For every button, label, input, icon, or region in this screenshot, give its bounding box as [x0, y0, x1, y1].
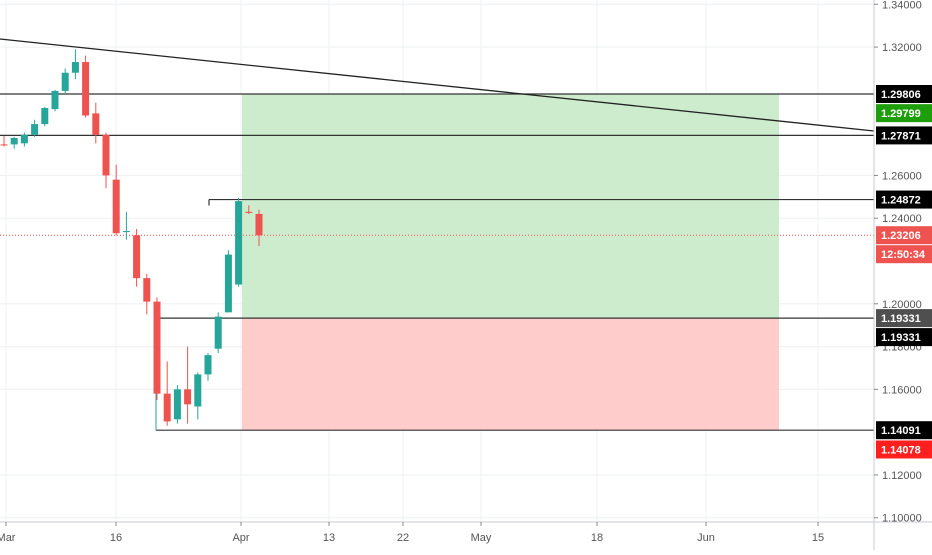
price-tag-label: 1.14091	[881, 425, 921, 437]
candle-body	[184, 389, 192, 405]
candle-body	[10, 137, 18, 145]
candle-body	[102, 134, 110, 176]
price-tag-label: 12:50:34	[881, 249, 926, 261]
candle-body	[255, 213, 263, 236]
price-tag-label: 1.19331	[881, 313, 921, 325]
price-tag-background	[876, 440, 932, 459]
price-tag-background	[876, 226, 932, 245]
price-tag-background	[876, 309, 932, 328]
candle-body	[112, 179, 120, 234]
candle-body	[235, 201, 243, 285]
price-tag-background	[876, 421, 932, 440]
candle-body	[163, 393, 171, 422]
candle-body	[51, 90, 59, 110]
price-tag-label: 1.23206	[881, 230, 921, 242]
price-tag: 1.14091	[876, 421, 932, 440]
candle-body	[133, 235, 141, 279]
price-tag-label: 1.19331	[881, 332, 921, 344]
price-tag: 1.29806	[876, 85, 932, 104]
x-tick-label: 18	[591, 532, 603, 544]
x-tick-label: Mar	[0, 532, 16, 544]
price-tag-background	[876, 126, 932, 145]
price-tag-background	[876, 328, 932, 347]
profit-zone	[242, 94, 779, 319]
candle-body	[143, 278, 151, 302]
candle-body	[173, 389, 181, 420]
y-tick-label: 1.10000	[882, 513, 922, 525]
price-tag-label: 1.27871	[881, 130, 921, 142]
candle-body	[153, 301, 161, 394]
candle-body	[41, 108, 49, 125]
candle-body	[0, 144, 8, 146]
loss-zone	[242, 318, 779, 431]
price-tag: 1.24872	[876, 190, 932, 209]
x-tick-label: May	[471, 532, 492, 544]
y-tick-label: 1.32000	[882, 42, 922, 54]
price-tag-label: 1.14078	[881, 444, 921, 456]
x-tick-label: 15	[812, 532, 824, 544]
price-tag-background	[876, 245, 932, 264]
price-tag: 1.27871	[876, 126, 932, 145]
y-tick-label: 1.26000	[882, 170, 922, 182]
y-tick-label: 1.24000	[882, 213, 922, 225]
price-tag-background	[876, 104, 932, 123]
candle-body	[61, 72, 69, 91]
price-tag: 1.19331	[876, 309, 932, 328]
y-tick-label: 1.20000	[882, 299, 922, 311]
x-tick-label: 22	[397, 532, 409, 544]
trendline	[0, 38, 875, 132]
candle-body	[224, 254, 232, 313]
price-tag-label: 1.29799	[881, 108, 921, 120]
y-tick-label: 1.12000	[882, 470, 922, 482]
price-tag-background	[876, 190, 932, 209]
candle-body	[122, 231, 130, 233]
candle-body	[245, 211, 253, 213]
price-tag: 12:50:34	[876, 245, 932, 264]
x-tick-label: 16	[110, 532, 122, 544]
x-tick-label: 13	[323, 532, 335, 544]
price-tag-background	[876, 85, 932, 104]
candle-body	[31, 124, 39, 135]
price-tag: 1.19331	[876, 328, 932, 347]
price-tag: 1.14078	[876, 440, 932, 459]
price-tag-label: 1.24872	[881, 195, 921, 207]
price-tag-label: 1.29806	[881, 89, 921, 101]
candle-body	[71, 62, 79, 73]
price-tag: 1.23206	[876, 226, 932, 245]
candle-body	[20, 134, 28, 144]
x-tick-label: Jun	[697, 532, 715, 544]
x-tick-label: Apr	[232, 532, 249, 544]
candle-body	[82, 62, 90, 116]
y-tick-label: 1.16000	[882, 384, 922, 396]
candle-body	[204, 355, 212, 375]
candle-body	[214, 316, 222, 349]
candle-body	[194, 374, 202, 407]
candle-body	[92, 113, 100, 135]
y-tick-label: 1.34000	[882, 0, 922, 11]
price-tag: 1.29799	[876, 104, 932, 123]
